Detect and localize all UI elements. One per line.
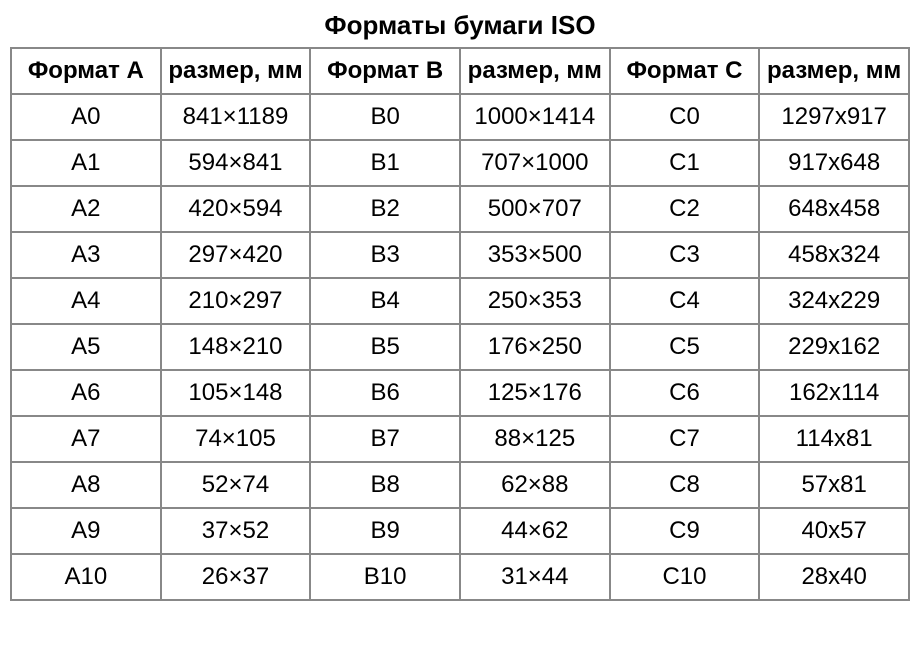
header-format-a: Формат А [11, 48, 161, 94]
table-cell: A2 [11, 186, 161, 232]
table-row: A6105×148B6125×176C6162x114 [11, 370, 909, 416]
table-cell: C5 [610, 324, 760, 370]
table-cell: 26×37 [161, 554, 311, 600]
table-cell: 57x81 [759, 462, 909, 508]
table-row: A3297×420B3353×500C3458x324 [11, 232, 909, 278]
table-cell: C8 [610, 462, 760, 508]
table-cell: C3 [610, 232, 760, 278]
table-title: Форматы бумаги ISO [10, 10, 910, 41]
table-cell: 917x648 [759, 140, 909, 186]
table-cell: C6 [610, 370, 760, 416]
table-cell: 105×148 [161, 370, 311, 416]
header-size-a: размер, мм [161, 48, 311, 94]
table-cell: A9 [11, 508, 161, 554]
table-cell: B7 [310, 416, 460, 462]
table-row: A1594×841B1707×1000C1917x648 [11, 140, 909, 186]
table-cell: 162x114 [759, 370, 909, 416]
table-row: A5148×210B5176×250C5229x162 [11, 324, 909, 370]
table-cell: B9 [310, 508, 460, 554]
table-cell: B2 [310, 186, 460, 232]
table-row: A4210×297B4250×353C4324x229 [11, 278, 909, 324]
table-cell: 229x162 [759, 324, 909, 370]
table-row: A852×74B862×88C857x81 [11, 462, 909, 508]
table-cell: 40x57 [759, 508, 909, 554]
table-cell: 148×210 [161, 324, 311, 370]
table-cell: A10 [11, 554, 161, 600]
table-cell: 74×105 [161, 416, 311, 462]
table-cell: 52×74 [161, 462, 311, 508]
header-size-c: размер, мм [759, 48, 909, 94]
table-cell: A8 [11, 462, 161, 508]
table-cell: C10 [610, 554, 760, 600]
table-cell: 324x229 [759, 278, 909, 324]
table-cell: 176×250 [460, 324, 610, 370]
table-cell: C0 [610, 94, 760, 140]
table-cell: 44×62 [460, 508, 610, 554]
table-cell: 1297x917 [759, 94, 909, 140]
table-row: A774×105B788×125C7114x81 [11, 416, 909, 462]
table-cell: C9 [610, 508, 760, 554]
table-row: A0841×1189B01000×1414C01297x917 [11, 94, 909, 140]
table-cell: A0 [11, 94, 161, 140]
table-cell: 250×353 [460, 278, 610, 324]
table-cell: B3 [310, 232, 460, 278]
table-cell: 31×44 [460, 554, 610, 600]
table-cell: A5 [11, 324, 161, 370]
table-row: A1026×37B1031×44C1028x40 [11, 554, 909, 600]
table-cell: C2 [610, 186, 760, 232]
header-format-c: Формат С [610, 48, 760, 94]
table-cell: 841×1189 [161, 94, 311, 140]
table-cell: 88×125 [460, 416, 610, 462]
table-cell: C4 [610, 278, 760, 324]
table-cell: 125×176 [460, 370, 610, 416]
table-cell: B1 [310, 140, 460, 186]
table-cell: 648x458 [759, 186, 909, 232]
table-cell: A1 [11, 140, 161, 186]
table-cell: 707×1000 [460, 140, 610, 186]
header-size-b: размер, мм [460, 48, 610, 94]
table-cell: 500×707 [460, 186, 610, 232]
table-cell: 420×594 [161, 186, 311, 232]
table-cell: 28x40 [759, 554, 909, 600]
paper-formats-table: Формат А размер, мм Формат В размер, мм … [10, 47, 910, 601]
table-row: A2420×594B2500×707C2648x458 [11, 186, 909, 232]
table-cell: 210×297 [161, 278, 311, 324]
table-cell: B10 [310, 554, 460, 600]
header-format-b: Формат В [310, 48, 460, 94]
table-cell: A7 [11, 416, 161, 462]
table-cell: 594×841 [161, 140, 311, 186]
table-cell: B8 [310, 462, 460, 508]
table-cell: 458x324 [759, 232, 909, 278]
table-cell: 297×420 [161, 232, 311, 278]
table-cell: A4 [11, 278, 161, 324]
table-cell: C7 [610, 416, 760, 462]
table-cell: 1000×1414 [460, 94, 610, 140]
table-cell: B4 [310, 278, 460, 324]
table-cell: A6 [11, 370, 161, 416]
table-cell: 353×500 [460, 232, 610, 278]
table-cell: A3 [11, 232, 161, 278]
table-cell: B0 [310, 94, 460, 140]
table-cell: B6 [310, 370, 460, 416]
table-body: A0841×1189B01000×1414C01297x917A1594×841… [11, 94, 909, 600]
table-row: A937×52B944×62C940x57 [11, 508, 909, 554]
table-cell: B5 [310, 324, 460, 370]
table-header-row: Формат А размер, мм Формат В размер, мм … [11, 48, 909, 94]
table-cell: C1 [610, 140, 760, 186]
table-cell: 37×52 [161, 508, 311, 554]
table-cell: 62×88 [460, 462, 610, 508]
table-cell: 114x81 [759, 416, 909, 462]
